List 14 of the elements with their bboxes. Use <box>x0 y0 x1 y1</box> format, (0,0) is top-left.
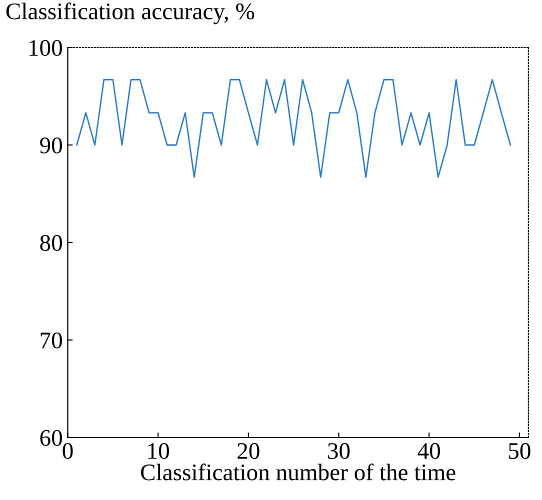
x-tick-label: 10 <box>148 443 169 459</box>
x-axis-title: Classification number of the time <box>141 464 456 480</box>
y-tick-label: 90 <box>40 137 62 154</box>
y-tick-label: 100 <box>30 40 62 56</box>
x-tick-label: 30 <box>328 443 350 459</box>
x-tick-label: 50 <box>508 443 530 459</box>
y-tick-label: 70 <box>40 332 62 348</box>
y-axis-title: Classification accuracy, % <box>6 2 254 24</box>
x-tick-label: 0 <box>62 443 73 459</box>
x-tick-label: 20 <box>238 443 260 459</box>
x-tick-label: 40 <box>418 443 440 459</box>
y-tick-label: 80 <box>40 234 62 251</box>
y-tick-label: 60 <box>40 430 62 446</box>
line-series <box>76 78 512 178</box>
